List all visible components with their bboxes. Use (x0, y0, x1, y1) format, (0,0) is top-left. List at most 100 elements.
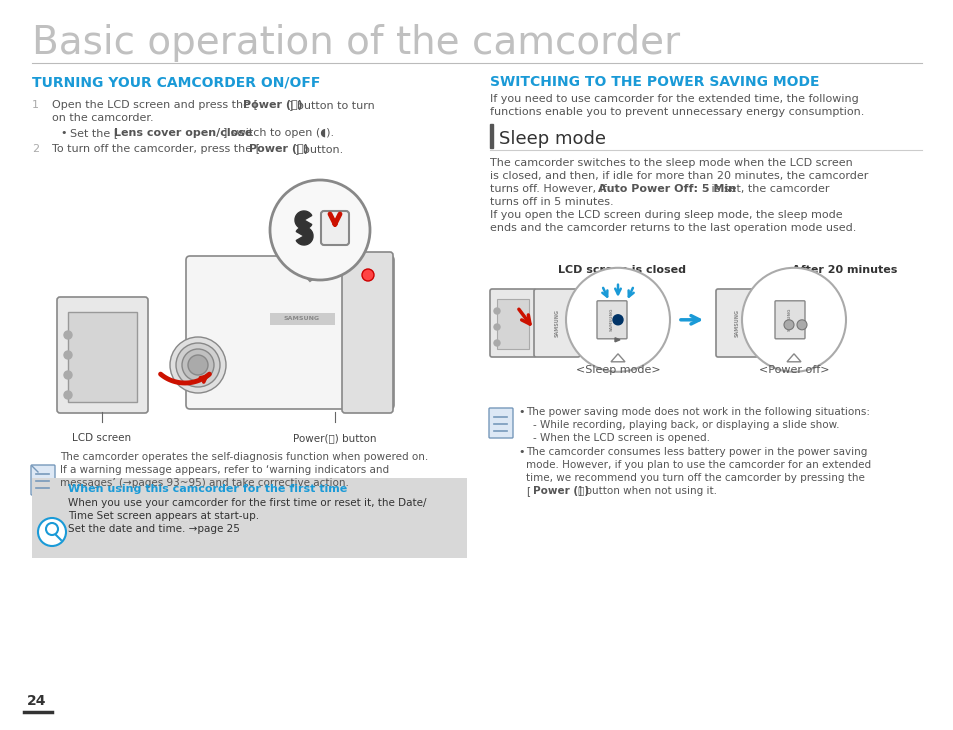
FancyBboxPatch shape (490, 289, 536, 357)
Text: mode. However, if you plan to use the camcorder for an extended: mode. However, if you plan to use the ca… (525, 460, 870, 470)
Circle shape (64, 331, 71, 339)
Circle shape (182, 349, 213, 381)
Text: TURNING YOUR CAMCORDER ON/OFF: TURNING YOUR CAMCORDER ON/OFF (32, 75, 320, 89)
Text: •: • (517, 407, 524, 417)
Text: is closed, and then, if idle for more than 20 minutes, the camcorder: is closed, and then, if idle for more th… (490, 171, 867, 181)
Text: Time Set screen appears at start-up.: Time Set screen appears at start-up. (68, 511, 259, 521)
Circle shape (64, 371, 71, 379)
Text: time, we recommend you turn off the camcorder by pressing the: time, we recommend you turn off the camc… (525, 473, 864, 483)
Text: <Sleep mode>: <Sleep mode> (575, 365, 659, 375)
Circle shape (621, 336, 629, 344)
FancyBboxPatch shape (774, 301, 804, 339)
FancyBboxPatch shape (597, 301, 626, 339)
Text: SAMSUNG: SAMSUNG (609, 308, 614, 331)
Text: To turn off the camcorder, press the [: To turn off the camcorder, press the [ (52, 144, 260, 154)
Circle shape (494, 308, 499, 314)
Text: Power (⏻): Power (⏻) (249, 144, 309, 154)
Circle shape (188, 355, 208, 375)
Text: If you need to use camcorder for the extended time, the following: If you need to use camcorder for the ext… (490, 94, 858, 104)
FancyBboxPatch shape (57, 297, 148, 413)
FancyBboxPatch shape (341, 252, 393, 413)
FancyBboxPatch shape (32, 478, 467, 558)
Circle shape (270, 180, 370, 280)
Text: If a warning message appears, refer to ‘warning indicators and: If a warning message appears, refer to ‘… (60, 465, 389, 475)
Circle shape (613, 315, 622, 325)
Bar (497, 299, 529, 349)
Text: ends and the camcorder returns to the last operation mode used.: ends and the camcorder returns to the la… (490, 223, 856, 233)
Text: Sleep mode: Sleep mode (498, 130, 605, 148)
FancyBboxPatch shape (320, 211, 349, 245)
Circle shape (361, 269, 374, 281)
Bar (490, 124, 493, 148)
Circle shape (64, 351, 71, 359)
Text: When you use your camcorder for the first time or reset it, the Date/: When you use your camcorder for the firs… (68, 498, 426, 508)
Circle shape (170, 337, 226, 393)
FancyBboxPatch shape (489, 408, 513, 438)
Text: ] button when not using it.: ] button when not using it. (578, 486, 717, 496)
Text: 2: 2 (32, 144, 39, 154)
Bar (604, 336, 615, 344)
Circle shape (175, 343, 220, 387)
Text: ] button to turn: ] button to turn (289, 100, 375, 110)
Circle shape (741, 268, 845, 372)
Text: [: [ (525, 486, 530, 496)
Text: LCD screen: LCD screen (72, 433, 132, 443)
Circle shape (311, 266, 318, 274)
Text: Power (⏻): Power (⏻) (243, 100, 302, 110)
Text: Power(⏻) button: Power(⏻) button (293, 433, 376, 443)
Text: is set, the camcorder: is set, the camcorder (707, 184, 828, 194)
Text: The camcorder consumes less battery power in the power saving: The camcorder consumes less battery powe… (525, 447, 866, 457)
Text: When using this camcorder for the first time: When using this camcorder for the first … (68, 484, 347, 494)
FancyBboxPatch shape (186, 256, 394, 409)
Circle shape (295, 266, 304, 274)
Text: <Power off>: <Power off> (758, 365, 828, 375)
Text: turns off in 5 minutes.: turns off in 5 minutes. (490, 197, 613, 207)
Circle shape (494, 340, 499, 346)
Text: SAMSUNG: SAMSUNG (284, 317, 319, 321)
Text: SAMSUNG: SAMSUNG (734, 309, 739, 337)
Text: - While recording, playing back, or displaying a slide show.: - While recording, playing back, or disp… (533, 420, 839, 430)
Text: Basic operation of the camcorder: Basic operation of the camcorder (32, 24, 679, 62)
Bar (68, 312, 137, 402)
Wedge shape (295, 227, 313, 245)
FancyBboxPatch shape (534, 289, 579, 357)
Text: The power saving mode does not work in the following situations:: The power saving mode does not work in t… (525, 407, 869, 417)
Text: 1: 1 (32, 100, 39, 110)
Text: ] button.: ] button. (294, 144, 343, 154)
Wedge shape (294, 211, 312, 229)
Text: - When the LCD screen is opened.: - When the LCD screen is opened. (533, 433, 709, 443)
Text: SWITCHING TO THE POWER SAVING MODE: SWITCHING TO THE POWER SAVING MODE (490, 75, 819, 89)
Text: ] switch to open (◖).: ] switch to open (◖). (223, 128, 334, 138)
Circle shape (324, 266, 332, 274)
Circle shape (38, 518, 66, 546)
Text: SAMSUNG: SAMSUNG (554, 309, 558, 337)
Circle shape (494, 324, 499, 330)
Circle shape (796, 320, 806, 330)
Text: Power (⏻): Power (⏻) (533, 486, 589, 496)
Polygon shape (615, 338, 619, 342)
Text: on the camcorder.: on the camcorder. (52, 113, 153, 123)
Circle shape (783, 320, 793, 330)
Bar (270, 313, 335, 325)
Text: Auto Power Off: 5 Min: Auto Power Off: 5 Min (598, 184, 735, 194)
FancyBboxPatch shape (30, 465, 55, 495)
Text: The camcorder operates the self-diagnosis function when powered on.: The camcorder operates the self-diagnosi… (60, 452, 428, 462)
Text: functions enable you to prevent unnecessary energy consumption.: functions enable you to prevent unnecess… (490, 107, 863, 117)
Text: Set the date and time. →page 25: Set the date and time. →page 25 (68, 524, 239, 534)
Text: Set the [: Set the [ (70, 128, 118, 138)
Text: messages’ (→pages 93~95) and take corrective action.: messages’ (→pages 93~95) and take correc… (60, 478, 349, 488)
Text: •: • (517, 447, 524, 457)
Text: •: • (60, 128, 67, 138)
Circle shape (64, 391, 71, 399)
Polygon shape (297, 268, 317, 281)
Text: SAMSUNG: SAMSUNG (787, 308, 791, 331)
Text: Lens cover open/close: Lens cover open/close (113, 128, 253, 138)
Text: Open the LCD screen and press the [: Open the LCD screen and press the [ (52, 100, 257, 110)
Text: turns off. However, if: turns off. However, if (490, 184, 610, 194)
Text: If you open the LCD screen during sleep mode, the sleep mode: If you open the LCD screen during sleep … (490, 210, 841, 220)
Text: After 20 minutes: After 20 minutes (792, 265, 897, 275)
Text: The camcorder switches to the sleep mode when the LCD screen: The camcorder switches to the sleep mode… (490, 158, 852, 168)
Text: 24: 24 (27, 694, 47, 708)
Text: LCD screen is closed: LCD screen is closed (558, 265, 685, 275)
FancyBboxPatch shape (716, 289, 758, 357)
